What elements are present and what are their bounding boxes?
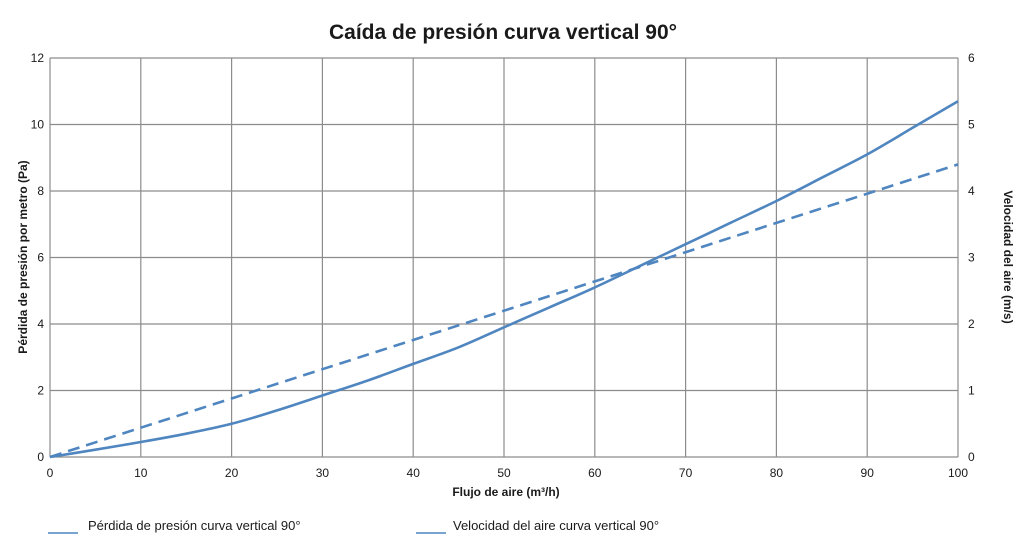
grid bbox=[49, 57, 959, 458]
y-tick-label: 12 bbox=[31, 51, 45, 65]
x-tick-label: 50 bbox=[497, 466, 511, 480]
y-tick-label: 0 bbox=[37, 450, 44, 464]
y-tick-label: 8 bbox=[37, 184, 44, 198]
series-line-pressure bbox=[49, 100, 959, 459]
y-tick-label: 4 bbox=[37, 317, 44, 331]
y2-tick-label: 2 bbox=[968, 317, 975, 331]
chart-title: Caída de presión curva vertical 90° bbox=[329, 21, 677, 44]
legend: Pérdida de presión curva vertical 90° Ve… bbox=[48, 518, 659, 534]
y2-axis-label: Velocidad del aire (m/s) bbox=[1001, 190, 1015, 323]
x-tick-label: 20 bbox=[225, 466, 239, 480]
x-tick-label: 90 bbox=[861, 466, 875, 480]
y-axis-label: Pérdida de presión por metro (Pa) bbox=[16, 160, 30, 353]
y2-tick-label: 0 bbox=[968, 450, 975, 464]
x-tick-label: 60 bbox=[588, 466, 602, 480]
y2-tick-label: 6 bbox=[968, 51, 975, 65]
x-tick-label: 40 bbox=[407, 466, 421, 480]
x-tick-label: 100 bbox=[948, 466, 968, 480]
series bbox=[49, 100, 959, 459]
y-tick-label: 6 bbox=[37, 251, 44, 265]
x-tick-label: 10 bbox=[134, 466, 148, 480]
y-tick-label: 10 bbox=[31, 118, 45, 132]
x-tick-label: 70 bbox=[679, 466, 693, 480]
legend-label-pressure: Pérdida de presión curva vertical 90° bbox=[88, 518, 301, 533]
x-tick-label: 80 bbox=[770, 466, 784, 480]
x-tick-label: 30 bbox=[316, 466, 330, 480]
y2-tick-label: 4 bbox=[968, 184, 975, 198]
series-line-velocity bbox=[49, 163, 959, 459]
x-axis-label: Flujo de aire (m³/h) bbox=[452, 485, 559, 499]
y2-tick-label: 1 bbox=[968, 384, 975, 398]
x-tick-label: 0 bbox=[47, 466, 54, 480]
y-tick-label: 2 bbox=[37, 384, 44, 398]
y2-tick-label: 5 bbox=[968, 118, 975, 132]
legend-label-velocity: Velocidad del aire curva vertical 90° bbox=[453, 518, 659, 533]
y2-tick-label: 3 bbox=[968, 251, 975, 265]
